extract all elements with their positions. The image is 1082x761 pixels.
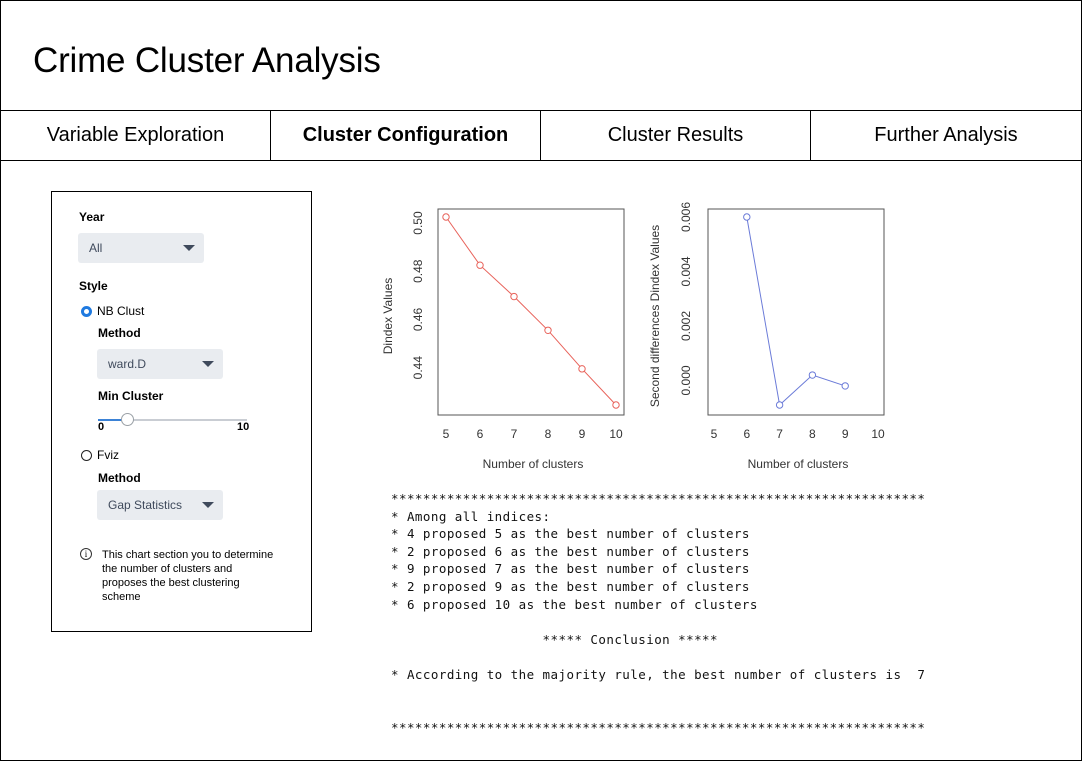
- plot-frame: [707, 208, 885, 416]
- series-line: [445, 216, 617, 406]
- y-tick-label: 0.44: [411, 356, 425, 380]
- console-line: * Among all indices:: [391, 508, 551, 524]
- page-title: Crime Cluster Analysis: [33, 41, 381, 80]
- console-line: * 4 proposed 5 as the best number of clu…: [391, 526, 750, 542]
- plot-frame: [437, 208, 625, 416]
- settings-panel: Year All Style NB Clust Method ward.D Mi…: [51, 191, 312, 632]
- year-select[interactable]: All: [78, 233, 204, 263]
- fviz-method-select[interactable]: Gap Statistics: [97, 490, 223, 520]
- x-tick-label: 6: [743, 427, 750, 441]
- radio-selected-icon: [81, 305, 92, 317]
- console-line: ****************************************…: [391, 491, 926, 506]
- data-point: [775, 401, 784, 409]
- y-axis-label: Second differences Dindex Values: [648, 225, 662, 407]
- x-tick-label: 9: [842, 427, 849, 441]
- x-tick-label: 7: [511, 427, 518, 441]
- y-tick-label: 0.46: [411, 307, 425, 331]
- second-differences-chart: 5 6 7 8 9 10 0.000 0.002 0.004 0.006 Number of clu…: [648, 202, 885, 471]
- min-cluster-slider-handle[interactable]: [121, 413, 134, 426]
- y-tick-label: 0.006: [679, 202, 693, 232]
- series-line: [746, 216, 846, 406]
- data-point: [743, 213, 751, 221]
- radio-fviz[interactable]: Fviz: [81, 448, 119, 462]
- console-line: [391, 613, 925, 631]
- data-point: [578, 365, 586, 373]
- min-cluster-label: Min Cluster: [98, 389, 164, 403]
- console-line: [391, 648, 925, 666]
- y-tick-label: 0.004: [679, 256, 693, 286]
- radio-nbclust[interactable]: NB Clust: [81, 304, 144, 318]
- info-note: i This chart section you to determine th…: [80, 548, 280, 604]
- slider-max-label: 10: [237, 421, 250, 433]
- radio-unselected-icon: [81, 449, 92, 461]
- chevron-down-icon: [183, 245, 195, 251]
- x-tick-label: 7: [776, 427, 783, 441]
- info-text: This chart section you to determine the …: [102, 549, 274, 603]
- nbclust-console-output: ****************************************…: [391, 490, 925, 736]
- y-tick-label: 0.50: [411, 211, 425, 235]
- tab-further-analysis[interactable]: Further Analysis: [874, 124, 1018, 146]
- x-tick-label: 5: [443, 427, 450, 441]
- console-line: [391, 701, 925, 719]
- page-header: Crime Cluster Analysis: [1, 1, 1081, 111]
- x-tick-label: 9: [579, 427, 586, 441]
- dindex-chart: 5 6 7 8 9 10 0.44 0.46 0.48 0.50 Number of cluster…: [381, 208, 625, 471]
- y-tick-label: 0.48: [411, 259, 425, 283]
- x-tick-label: 8: [545, 427, 552, 441]
- tab-cluster-configuration[interactable]: Cluster Configuration: [271, 111, 541, 160]
- nbclust-method-label: Method: [98, 326, 141, 340]
- x-tick-label: 5: [711, 427, 718, 441]
- console-line: [391, 684, 925, 702]
- nbclust-method-select[interactable]: ward.D: [97, 349, 223, 379]
- nbclust-method-value: ward.D: [108, 357, 147, 371]
- x-axis-label: Number of clusters: [483, 457, 584, 471]
- info-icon: i: [80, 548, 92, 560]
- data-point: [544, 326, 552, 334]
- tab-cluster-results[interactable]: Cluster Results: [541, 111, 811, 160]
- x-tick-label: 8: [809, 427, 816, 441]
- min-cluster-slider-track[interactable]: [98, 419, 247, 421]
- data-point: [612, 401, 620, 409]
- console-line: ****************************************…: [391, 719, 926, 735]
- year-select-value: All: [89, 241, 103, 255]
- tab-bar: Variable Exploration Cluster Configurati…: [1, 111, 1081, 161]
- data-point: [808, 371, 817, 379]
- x-tick-label: 6: [477, 427, 484, 441]
- console-line: ***** Conclusion *****: [391, 631, 719, 647]
- y-tick-label: 0.002: [679, 311, 693, 341]
- data-point: [476, 261, 484, 269]
- console-line: * 9 proposed 7 as the best number of clu…: [391, 561, 750, 577]
- console-line: * 2 proposed 6 as the best number of clu…: [391, 543, 750, 559]
- slider-min-label: 0: [98, 421, 105, 433]
- x-tick-label: 10: [609, 427, 623, 441]
- console-line: * 2 proposed 9 as the best number of clu…: [391, 578, 750, 594]
- data-point: [841, 382, 849, 390]
- year-label: Year: [79, 210, 105, 224]
- data-point: [510, 292, 518, 301]
- y-tick-label: 0.000: [679, 365, 693, 395]
- y-axis-label: Dindex Values: [381, 278, 395, 355]
- fviz-method-label: Method: [98, 471, 141, 485]
- chevron-down-icon: [202, 361, 214, 367]
- style-label: Style: [79, 279, 108, 293]
- fviz-method-value: Gap Statistics: [108, 498, 183, 512]
- radio-fviz-label: Fviz: [97, 448, 119, 462]
- min-cluster-slider-fill: [98, 419, 127, 421]
- chevron-down-icon: [202, 502, 214, 508]
- radio-nbclust-label: NB Clust: [97, 304, 145, 318]
- x-tick-label: 10: [871, 427, 885, 441]
- console-line: * 6 proposed 10 as the best number of cl…: [391, 596, 758, 612]
- console-line: * According to the majority rule, the be…: [391, 666, 926, 682]
- data-point: [442, 213, 450, 221]
- tab-variable-exploration[interactable]: Variable Exploration: [1, 111, 271, 160]
- x-axis-label: Number of clusters: [748, 457, 849, 471]
